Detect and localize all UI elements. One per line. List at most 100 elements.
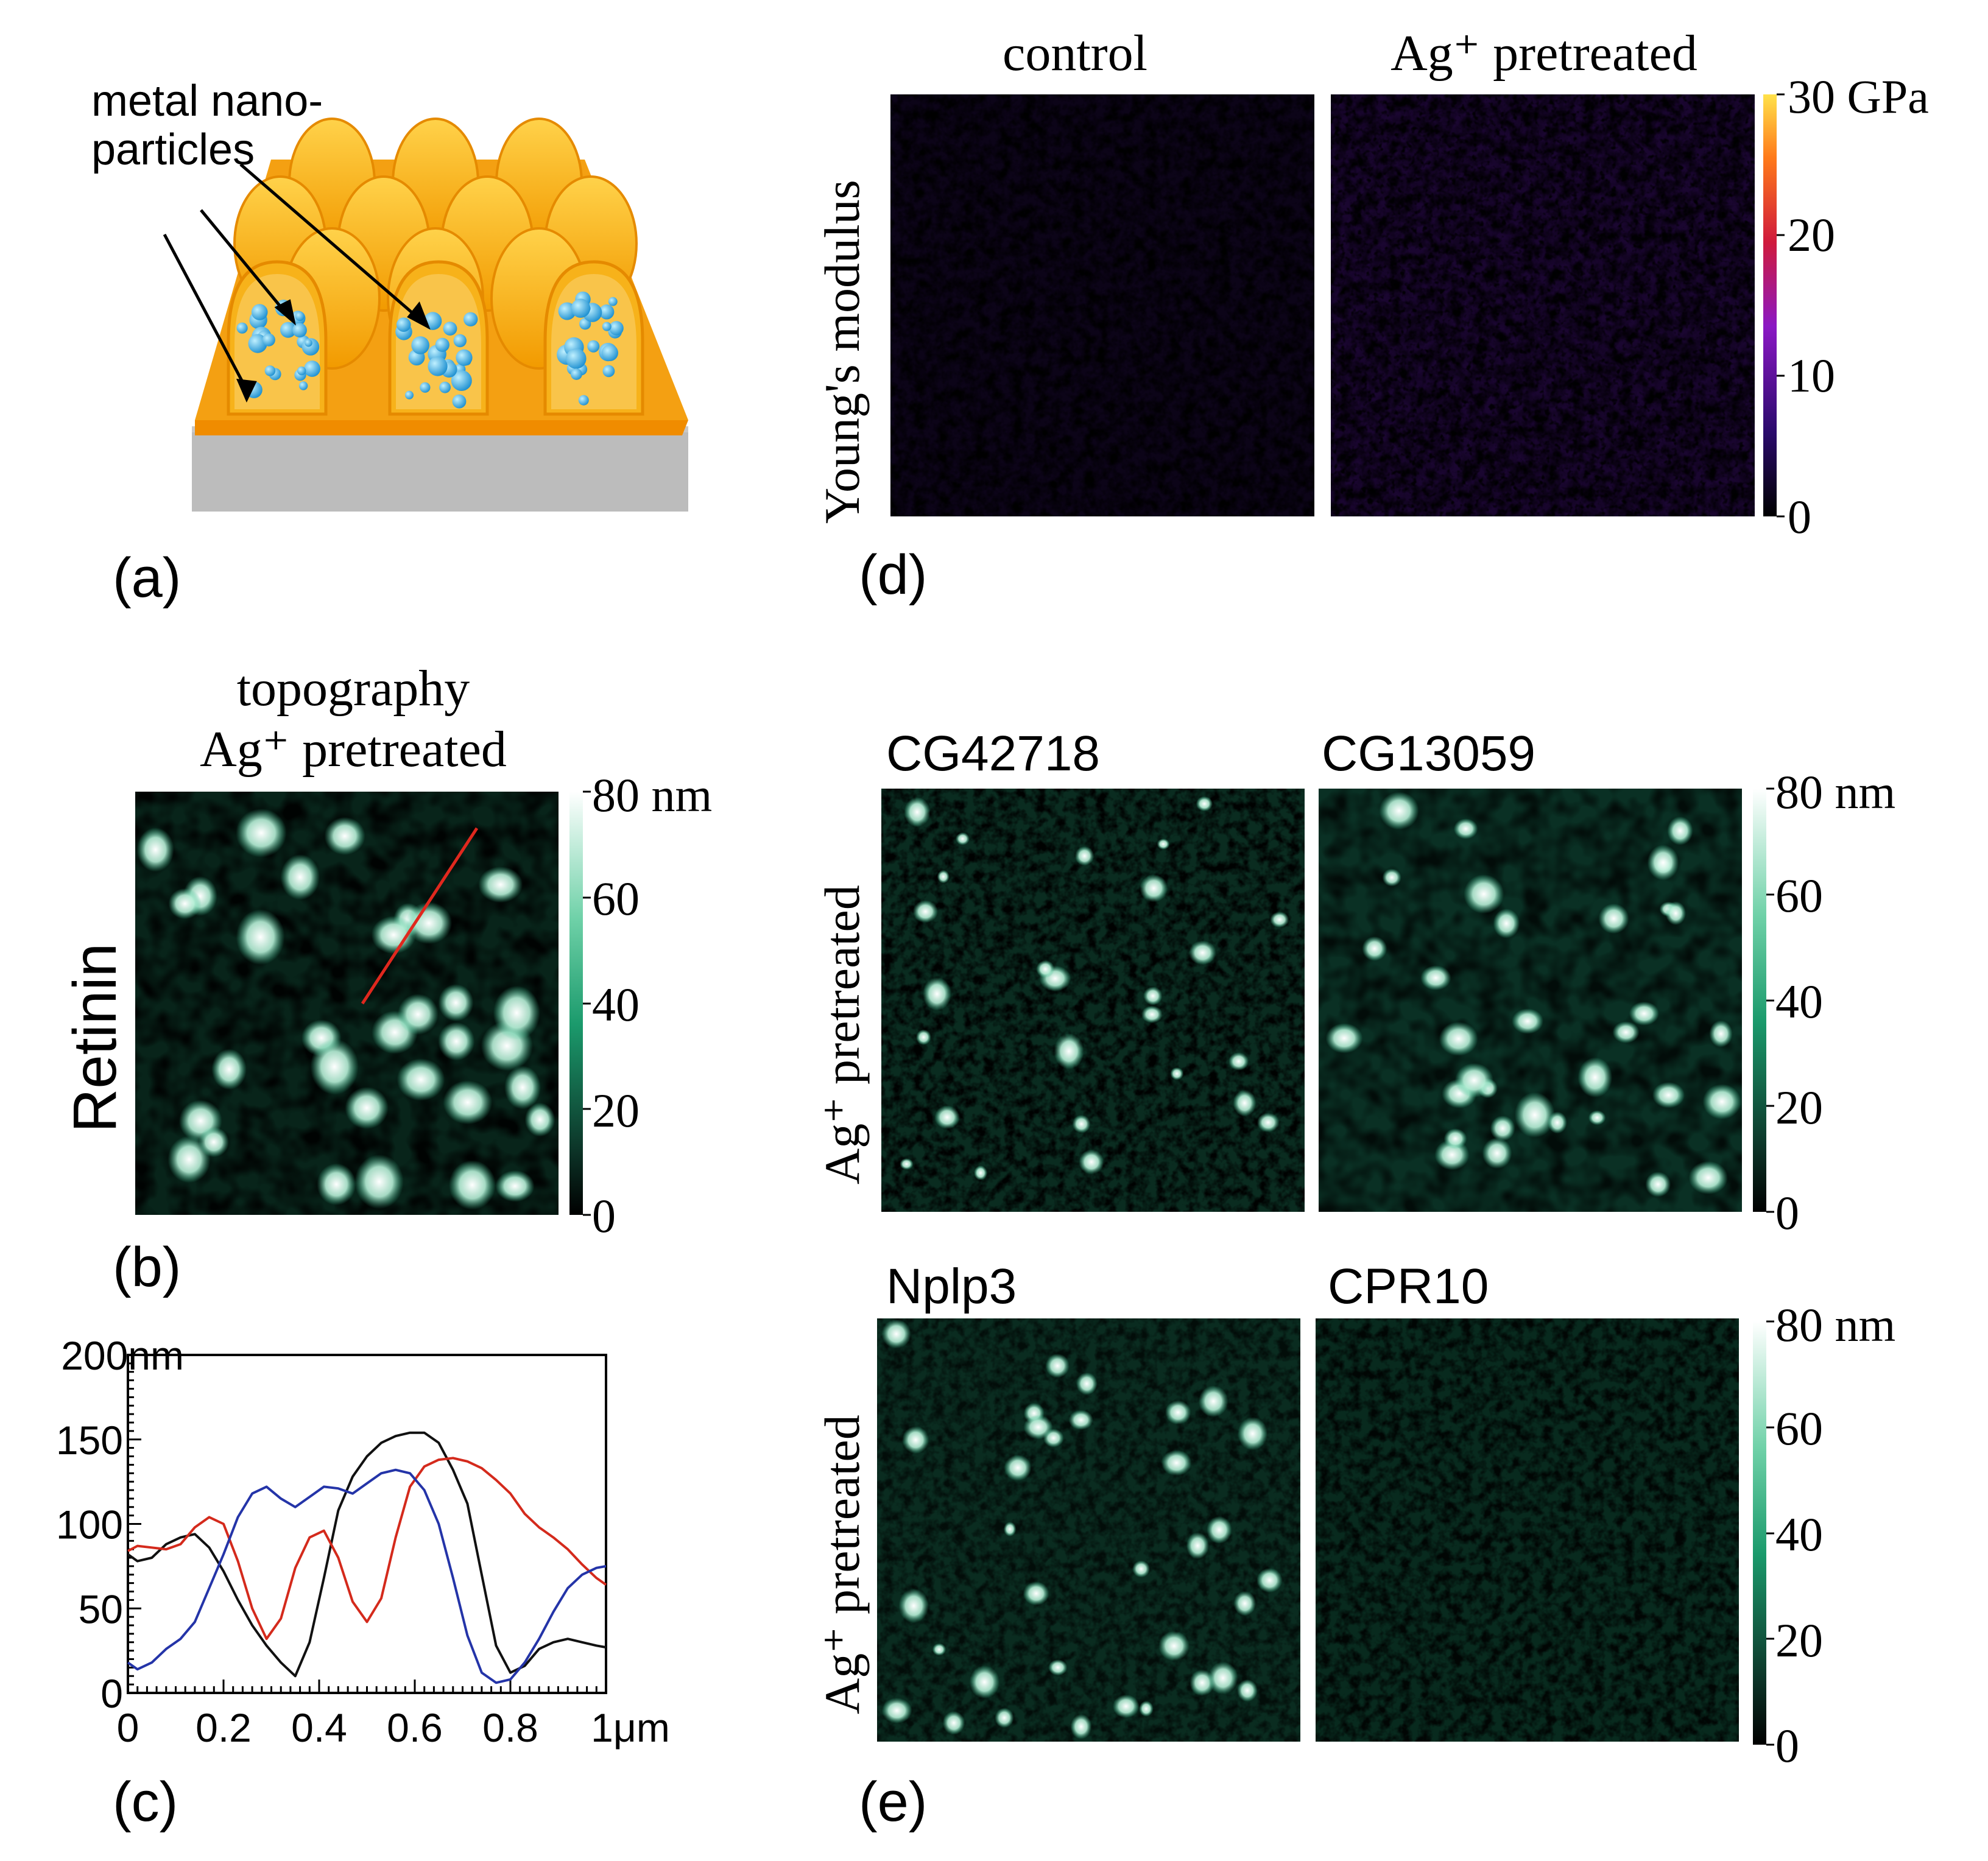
modulus-map-control (890, 94, 1314, 516)
topography-grain (495, 1170, 535, 1202)
topography-grain (1068, 1410, 1094, 1430)
topography-grain (478, 866, 523, 903)
colorbar-e1-tick-60: 60 (1775, 869, 1823, 922)
topography-grain (1667, 816, 1693, 845)
colorbar-e2-tick-40: 40 (1775, 1508, 1823, 1561)
topography-grain (1140, 874, 1168, 902)
topography-title-line1: topography (237, 660, 470, 717)
topography-grain (937, 870, 950, 884)
topography-grain (1439, 1021, 1478, 1056)
map-title-nplp3: Nplp3 (886, 1259, 1017, 1314)
topography-grain (932, 1643, 946, 1656)
topography-grain (1588, 1110, 1606, 1125)
y-tick-label: 150 (56, 1418, 123, 1463)
tick-labels: 0 0.2 0.4 0.6 0.8 1μm 0 50 100 150 200nm (56, 1333, 670, 1750)
topography-grain (1379, 792, 1419, 830)
nanoparticle (405, 390, 414, 399)
row-label-retinin: Retinin (61, 943, 129, 1133)
x-tick-label: 0.4 (291, 1705, 347, 1750)
nanoparticle (443, 322, 457, 336)
x-tick-label: 1μm (591, 1705, 670, 1750)
topography-grain (438, 1022, 475, 1061)
row1-y-label: Ag⁺ pretreated (814, 885, 870, 1184)
topography-grain (324, 817, 365, 856)
topography-grain (1612, 1021, 1640, 1044)
colorbar-e-row2: 80 nm 60 40 20 0 (1753, 1298, 1895, 1772)
axis-ticks (127, 1354, 607, 1694)
colorbar-b-tick-80: 80 nm (592, 769, 712, 821)
modulus-map-ag-pretreated (1331, 94, 1755, 516)
series-line-red (127, 1457, 607, 1641)
topography-grain (1198, 1385, 1228, 1418)
topography-grain (1233, 1089, 1257, 1117)
nanoparticle (451, 370, 472, 391)
topography-map-cpr10 (1316, 1318, 1739, 1742)
colorbar-d-tick-0: 0 (1788, 490, 1811, 543)
y-tick-label: 50 (79, 1586, 123, 1631)
topography-grain (397, 994, 439, 1035)
nanoparticle (411, 336, 429, 354)
colorbar-e2-tick-20: 20 (1775, 1614, 1823, 1667)
topography-grain (1493, 909, 1520, 938)
topography-grain (1143, 987, 1163, 1005)
topography-grain (406, 902, 453, 945)
nanoparticle (305, 339, 312, 347)
colorbar-d-tick-30: 30 GPa (1788, 70, 1929, 123)
panel-label-c: (c) (113, 1771, 178, 1833)
y-tick-label: 100 (56, 1502, 123, 1547)
topography-grain (1645, 1172, 1671, 1197)
topography-grain (1048, 1659, 1068, 1676)
topography-grain (1196, 796, 1213, 812)
series-lines (127, 1431, 607, 1684)
topography-grain (934, 1105, 960, 1130)
topography-grain (881, 1319, 911, 1349)
panel-label-a: (a) (113, 547, 181, 609)
colorbar-b-tick-40: 40 (592, 978, 640, 1031)
nanoparticle (566, 348, 587, 369)
annotation-arrows (163, 163, 431, 403)
topography-grain (1072, 1114, 1091, 1133)
topography-grain (942, 1711, 965, 1735)
topography-grain (1514, 1092, 1555, 1138)
colorbar-d-tick-10: 10 (1788, 349, 1835, 402)
topography-grain (902, 1426, 929, 1454)
topography-map-cg42718 (881, 789, 1305, 1212)
topography-grain (1186, 1532, 1210, 1560)
topography-grain (199, 1127, 229, 1158)
height-profile-chart: 0 0.2 0.4 0.6 0.8 1μm 0 50 100 150 200nm (56, 1333, 670, 1750)
topography-grain (1070, 1714, 1092, 1739)
topography-grain (1482, 1138, 1512, 1169)
nanoparticle (571, 298, 591, 318)
colorbar-e1-tick-40: 40 (1775, 975, 1823, 1028)
nanoparticle (439, 381, 451, 393)
topography-grain (1237, 1679, 1258, 1702)
nanoparticle (608, 297, 618, 306)
topography-map-nplp3 (877, 1318, 1300, 1742)
annotation-line2: particles (91, 125, 255, 174)
topography-grain (1076, 1372, 1098, 1395)
y-tick-label: 0 (100, 1671, 123, 1716)
topography-grain (1165, 1400, 1191, 1425)
topography-grain (371, 916, 417, 954)
series-line-blue (127, 1468, 607, 1684)
topography-grain (1132, 1560, 1151, 1578)
topography-grain (236, 808, 287, 857)
nanoparticle (304, 361, 320, 377)
topography-grain (310, 1038, 359, 1095)
nanoparticle (609, 321, 624, 336)
panel-label-e: (e) (859, 1771, 927, 1833)
map-title-ag-pretreated: Ag⁺ pretreated (1391, 25, 1697, 82)
colorbar-d-tick-20: 20 (1788, 208, 1835, 261)
topography-grain (1652, 1082, 1685, 1108)
topography-grain (922, 977, 951, 1011)
topography-grain (1188, 940, 1216, 965)
topography-grain (1257, 1113, 1280, 1133)
topography-grain (1139, 1700, 1154, 1717)
topography-grain (280, 854, 320, 900)
y-tick-label: 200nm (61, 1333, 184, 1378)
colorbar-e-row1: 80 nm 60 40 20 0 (1753, 765, 1895, 1239)
nanoparticle (571, 368, 582, 380)
nanoparticle (297, 366, 306, 376)
topography-grain (1598, 903, 1629, 934)
